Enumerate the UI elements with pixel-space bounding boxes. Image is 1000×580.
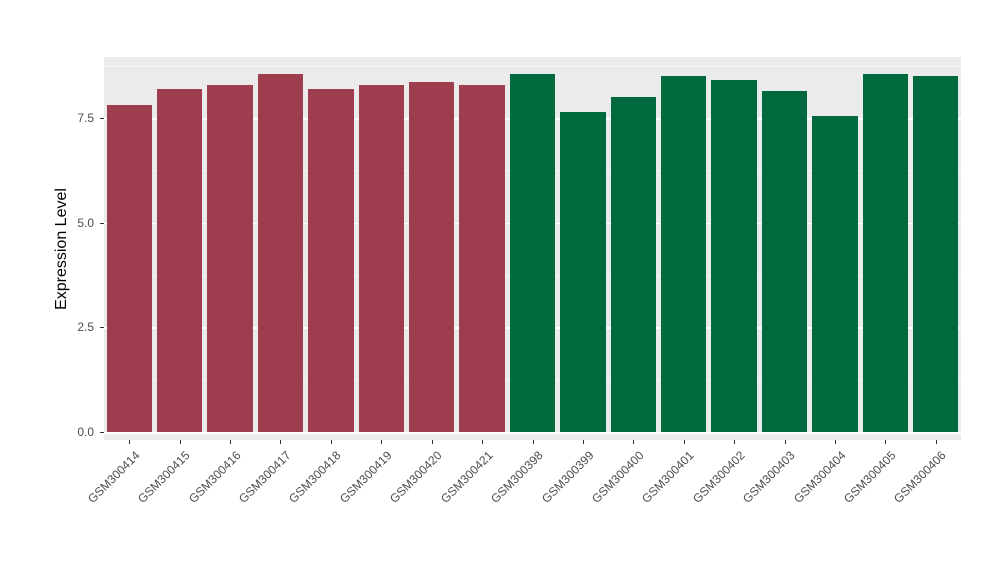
gridline-major [104,432,961,434]
x-tick-mark [683,440,685,444]
bar-GSM300418 [308,88,354,432]
bar-GSM300420 [408,82,455,432]
x-tick-mark [381,440,383,444]
x-tick-mark [885,440,887,444]
bar-GSM300414 [106,105,152,432]
bar-GSM300417 [257,74,304,432]
bar-GSM300406 [913,76,959,432]
bar-GSM300402 [711,80,757,432]
x-tick-mark [532,440,534,444]
x-tick-mark [582,440,584,444]
x-tick-mark [179,440,181,444]
x-tick-mark [431,440,433,444]
x-tick-label-GSM300416: GSM300416 [185,448,244,506]
x-tick-label-GSM300418: GSM300418 [286,448,345,506]
x-tick-label-GSM300419: GSM300419 [336,448,395,506]
x-tick-label-GSM300401: GSM300401 [639,448,697,506]
x-tick-label-GSM300403: GSM300403 [740,448,798,506]
bar-GSM300421 [459,84,505,432]
x-tick-label-GSM300420: GSM300420 [387,448,445,506]
y-tick-mark [100,222,104,224]
y-tick-mark [100,432,104,433]
x-tick-label-GSM300398: GSM300398 [488,448,546,506]
x-tick-mark [280,440,282,444]
bar-GSM300400 [610,97,656,432]
y-tick-label-5.0: 5.0 [77,215,94,230]
y-tick-label-7.5: 7.5 [77,111,94,125]
bar-GSM300419 [358,84,404,432]
x-tick-mark [230,440,232,444]
x-tick-mark [482,440,484,444]
x-tick-label-GSM300417: GSM300417 [236,448,294,506]
gridline-minor [104,65,961,67]
bar-GSM300401 [661,76,707,432]
bar-GSM300403 [761,90,808,432]
x-tick-mark [129,440,131,444]
x-tick-label-GSM300414: GSM300414 [84,448,143,506]
x-tick-label-GSM300399: GSM300399 [538,448,597,506]
x-tick-mark [633,440,635,444]
x-tick-label-GSM300405: GSM300405 [841,448,899,506]
y-tick-label-0.0: 0.0 [77,425,94,439]
x-tick-mark [784,440,786,444]
bar-GSM300405 [862,74,909,432]
y-tick-label-2.5: 2.5 [77,320,94,335]
x-tick-label-GSM300406: GSM300406 [891,448,949,506]
x-tick-mark [834,440,836,444]
bar-GSM300404 [812,115,858,432]
bar-GSM300415 [156,88,203,432]
bar-GSM300416 [207,84,253,432]
y-tick-mark [100,327,104,329]
x-tick-label-GSM300400: GSM300400 [588,448,647,506]
x-tick-label-GSM300415: GSM300415 [135,448,193,506]
y-tick-mark [100,118,104,119]
y-axis-title: Expression Level [53,187,70,310]
bar-GSM300399 [560,111,606,432]
x-tick-label-GSM300402: GSM300402 [689,448,748,506]
x-tick-mark [935,440,937,444]
x-tick-mark [330,440,332,444]
bar-GSM300398 [509,74,556,432]
x-tick-mark [734,440,736,444]
x-tick-label-GSM300421: GSM300421 [437,448,496,506]
x-tick-label-GSM300404: GSM300404 [790,448,849,506]
